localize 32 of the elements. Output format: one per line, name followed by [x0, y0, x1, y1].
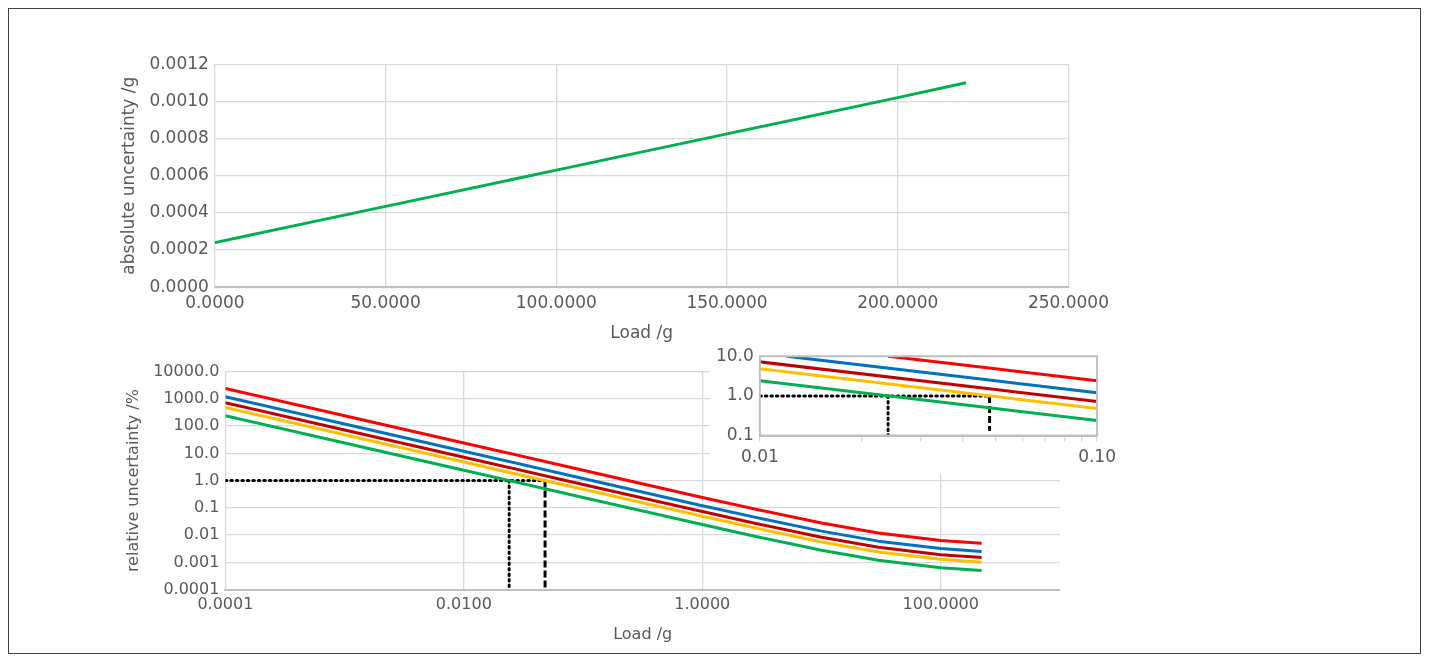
y-tick-label: 0.0008	[149, 126, 209, 147]
y-tick-label: 0.0000	[149, 275, 209, 296]
x-axis-title: Load /g	[613, 623, 673, 643]
y-tick-label: 0.0006	[149, 164, 209, 185]
y-tick-label: 0.0001	[163, 578, 220, 598]
x-tick-label: 50.0000	[350, 291, 421, 312]
y-tick-label: 100.0	[173, 415, 220, 435]
y-tick-label: 0.0004	[149, 201, 209, 222]
x-tick-label: 0.10	[1078, 446, 1116, 467]
y-tick-label: 0.1	[726, 424, 754, 445]
y-axis-title: absolute uncertainty /g	[117, 76, 138, 275]
y-tick-label: 10000.0	[153, 360, 220, 380]
y-axis-title: relative uncertainty /%	[122, 389, 142, 573]
y-tick-label: 0.0012	[149, 52, 209, 73]
y-tick-label: 1.0	[726, 384, 754, 405]
y-tick-label: 0.0010	[149, 89, 209, 110]
y-tick-label: 1000.0	[163, 388, 220, 408]
y-tick-label: 0.001	[173, 551, 220, 571]
x-tick-label: 250.0000	[1027, 291, 1109, 312]
y-tick-label: 0.01	[183, 524, 220, 544]
y-tick-label: 0.1	[193, 497, 220, 517]
x-axis-title: Load /g	[610, 322, 674, 343]
x-tick-label: 1.0000	[674, 594, 731, 614]
y-tick-label: 0.0002	[149, 238, 209, 259]
x-tick-label: 150.0000	[686, 291, 768, 312]
y-tick-label: 10.0	[715, 344, 754, 365]
x-tick-label: 100.0000	[515, 291, 597, 312]
x-tick-label: 0.0100	[435, 594, 492, 614]
x-tick-label: 100.0000	[902, 594, 979, 614]
x-tick-label: 200.0000	[857, 291, 939, 312]
y-tick-label: 1.0	[193, 469, 220, 489]
y-tick-label: 10.0	[183, 442, 220, 462]
